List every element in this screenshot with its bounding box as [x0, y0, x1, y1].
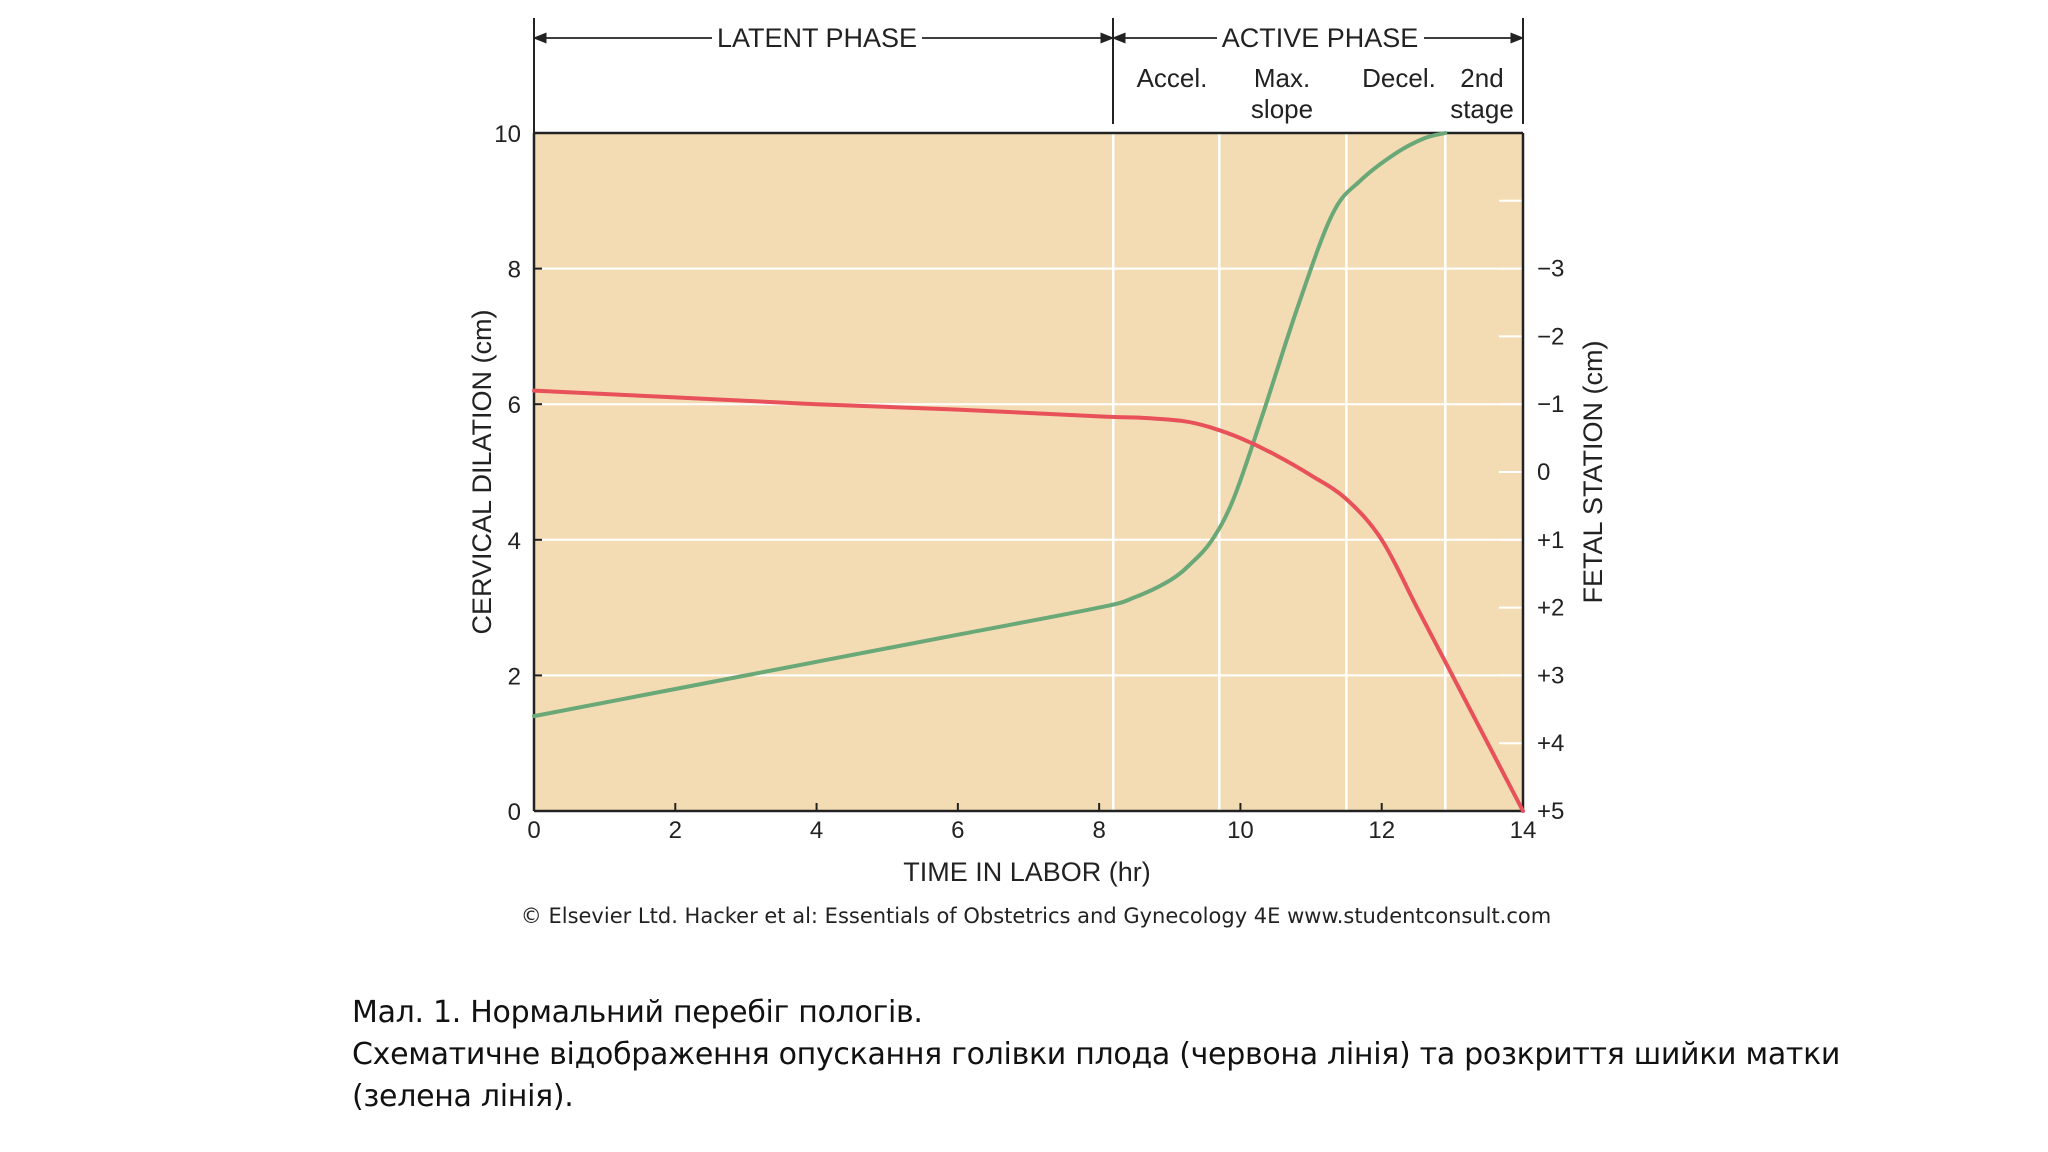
y-tick-label: 2	[508, 663, 521, 690]
x-axis-ticks: 0 2 4 6 8 10 12 14	[527, 803, 1536, 844]
caption-line-2: Схематичне відображення опускання голівк…	[352, 1037, 1841, 1072]
phase-dividers	[1112, 133, 1447, 811]
x-tick-label: 4	[810, 817, 823, 844]
caption-title: Мал. 1. Нормальний перебіг пологів.	[352, 995, 923, 1030]
sub-phase-slope: slope	[1251, 94, 1313, 124]
y2-axis-title: FETAL STATION (cm)	[1578, 341, 1608, 604]
y2-tick-label: +2	[1537, 595, 1564, 622]
caption-line-3: (зелена лінія).	[352, 1079, 574, 1114]
grid-lines	[534, 199, 1523, 812]
sub-phase-decel: Decel.	[1362, 63, 1436, 93]
y2-tick-label: −1	[1537, 391, 1564, 418]
y-tick-label: 6	[508, 392, 521, 419]
y-tick-label: 4	[508, 528, 521, 555]
x-tick-label: 10	[1227, 817, 1254, 844]
y2-tick-label: +5	[1537, 798, 1564, 825]
y-tick-label: 0	[508, 799, 521, 826]
y2-tick-label: −3	[1537, 256, 1564, 283]
x-tick-label: 14	[1510, 817, 1537, 844]
y-tick-label: 10	[494, 121, 521, 148]
x-axis-title: TIME IN LABOR (hr)	[903, 857, 1151, 887]
figure-caption: Мал. 1. Нормальний перебіг пологів. Схем…	[352, 992, 1952, 1118]
latent-phase-label: LATENT PHASE	[717, 23, 917, 53]
x-tick-label: 2	[669, 817, 682, 844]
series-line-fetal-station	[532, 388, 1525, 813]
y2-tick-label: −2	[1537, 323, 1564, 350]
copyright-note: © Elsevier Ltd. Hacker et al: Essentials…	[521, 904, 1551, 928]
plot-area	[534, 133, 1523, 811]
y2-tick-label: +1	[1537, 527, 1564, 554]
series-line-dilation	[532, 131, 1448, 719]
sub-phase-2nd: 2nd	[1460, 63, 1503, 93]
x-tick-label: 0	[527, 817, 540, 844]
sub-phase-stage: stage	[1450, 94, 1514, 124]
y-axis-title: CERVICAL DILATION (cm)	[467, 309, 497, 634]
y-axis-ticks: 0 2 4 6 8 10	[494, 121, 542, 826]
x-tick-label: 12	[1368, 817, 1395, 844]
y-tick-label: 8	[508, 257, 521, 284]
sub-phase-accel: Accel.	[1137, 63, 1208, 93]
sub-phase-max: Max.	[1254, 63, 1310, 93]
x-tick-label: 8	[1092, 817, 1105, 844]
y2-tick-label: +3	[1537, 662, 1564, 689]
y2-axis-ticks: +5 +4 +3 +2 +1 0 −1 −2 −3	[1537, 256, 1564, 825]
active-phase-label: ACTIVE PHASE	[1222, 23, 1419, 53]
y2-tick-label: 0	[1537, 459, 1550, 486]
x-tick-label: 6	[951, 817, 964, 844]
y2-tick-label: +4	[1537, 730, 1564, 757]
